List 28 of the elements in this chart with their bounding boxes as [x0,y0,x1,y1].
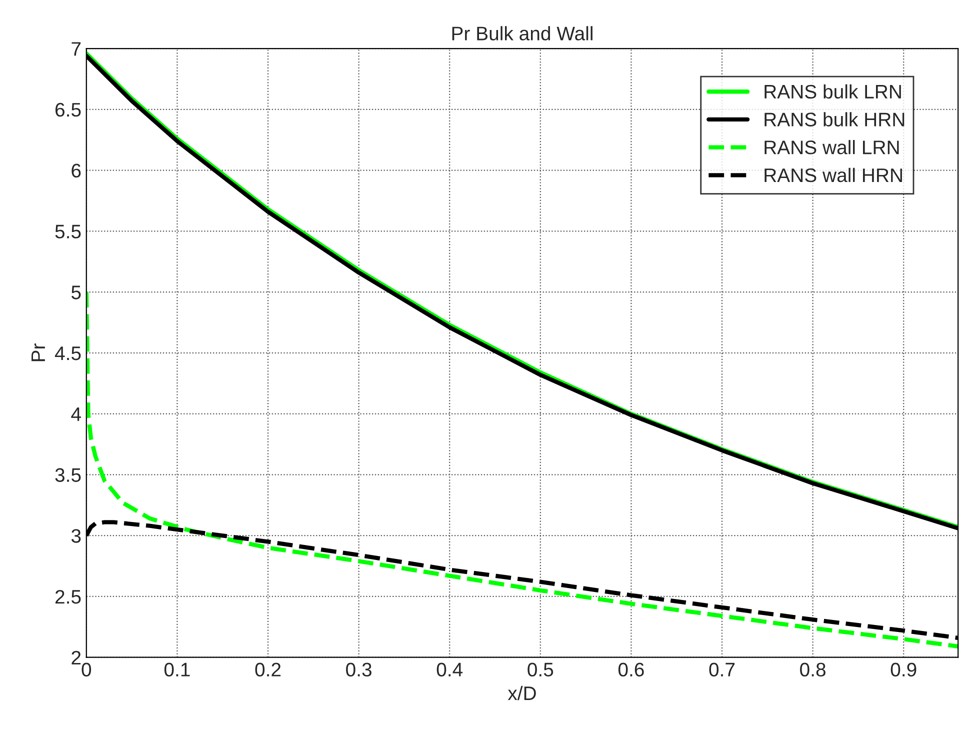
x-tick-label: 0.6 [618,662,644,677]
x-tick-label: 0.2 [255,662,281,677]
y-tick-label: 4.5 [54,346,81,360]
y-tick-label: 6.5 [56,102,81,117]
x-tick-label: 0.4 [436,662,463,677]
x-tick-label: 0.7 [709,662,735,677]
x-tick-label: 0.8 [800,662,826,677]
y-tick-label: 5.5 [55,224,81,238]
y-tick-label: 2.5 [55,590,81,604]
y-tick-label: 5 [72,286,81,300]
legend-label: RANS wall LRN [764,140,899,154]
y-tick-label: 7 [72,42,81,56]
x-axis-title: x/D [508,686,536,700]
y-tick-label: 4 [71,408,81,421]
legend-label: RANS wall HRN [764,168,902,182]
legend-label: RANS bulk LRN [764,84,901,99]
chart-title: Pr Bulk and Wall [452,26,592,40]
x-tick-label: 0.1 [164,662,190,677]
y-tick-label: 6 [72,164,81,178]
y-tick-label: 3.5 [55,468,81,482]
x-tick-label: 0.3 [346,662,372,677]
x-tick-label: 0 [82,662,92,677]
y-tick-label: 2 [72,650,81,664]
legend-label: RANS bulk HRN [764,112,904,126]
x-tick-label: 0.9 [890,662,916,677]
y-axis-title: Pr [32,344,45,362]
x-tick-label: 0.5 [528,662,554,677]
y-tick-label: 3 [71,529,81,543]
